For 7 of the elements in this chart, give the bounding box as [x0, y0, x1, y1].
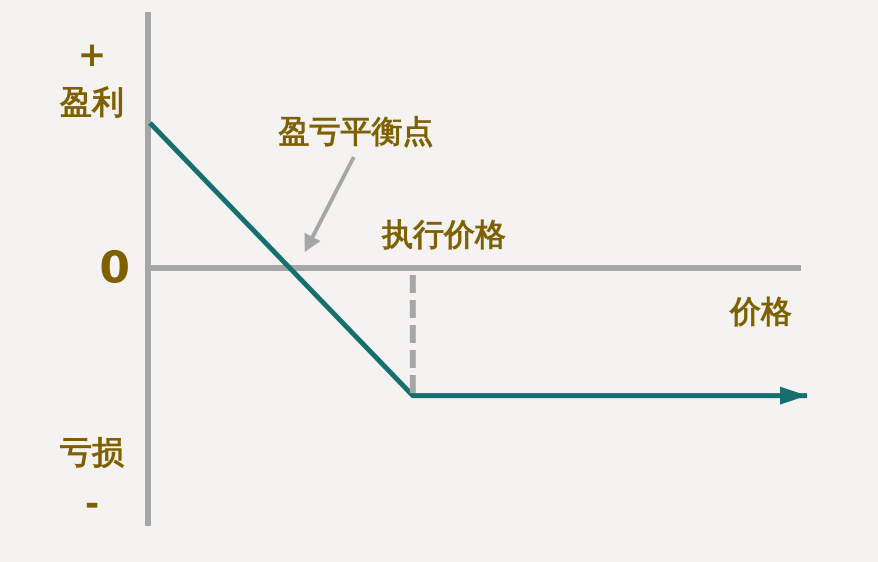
- xlabel: 价格: [730, 294, 792, 330]
- annotation: 亏损: [60, 433, 124, 471]
- annotation: 执行价格: [382, 217, 506, 253]
- annotation: 盈亏平衡点: [278, 114, 434, 150]
- annotation: +: [78, 35, 106, 75]
- annotation: 盈利: [60, 83, 124, 121]
- annotation: -: [84, 484, 100, 524]
